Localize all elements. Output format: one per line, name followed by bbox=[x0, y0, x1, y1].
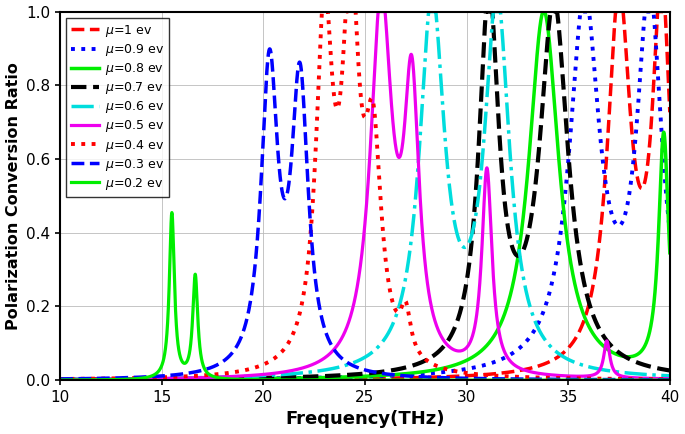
X-axis label: Frequency(THz): Frequency(THz) bbox=[285, 411, 445, 428]
Y-axis label: Polarization Conversion Ratio: Polarization Conversion Ratio bbox=[5, 62, 21, 330]
Legend: $\mu$=1 ev, $\mu$=0.9 ev, $\mu$=0.8 ev, $\mu$=0.7 ev, $\mu$=0.6 ev, $\mu$=0.5 ev: $\mu$=1 ev, $\mu$=0.9 ev, $\mu$=0.8 ev, … bbox=[66, 18, 169, 197]
